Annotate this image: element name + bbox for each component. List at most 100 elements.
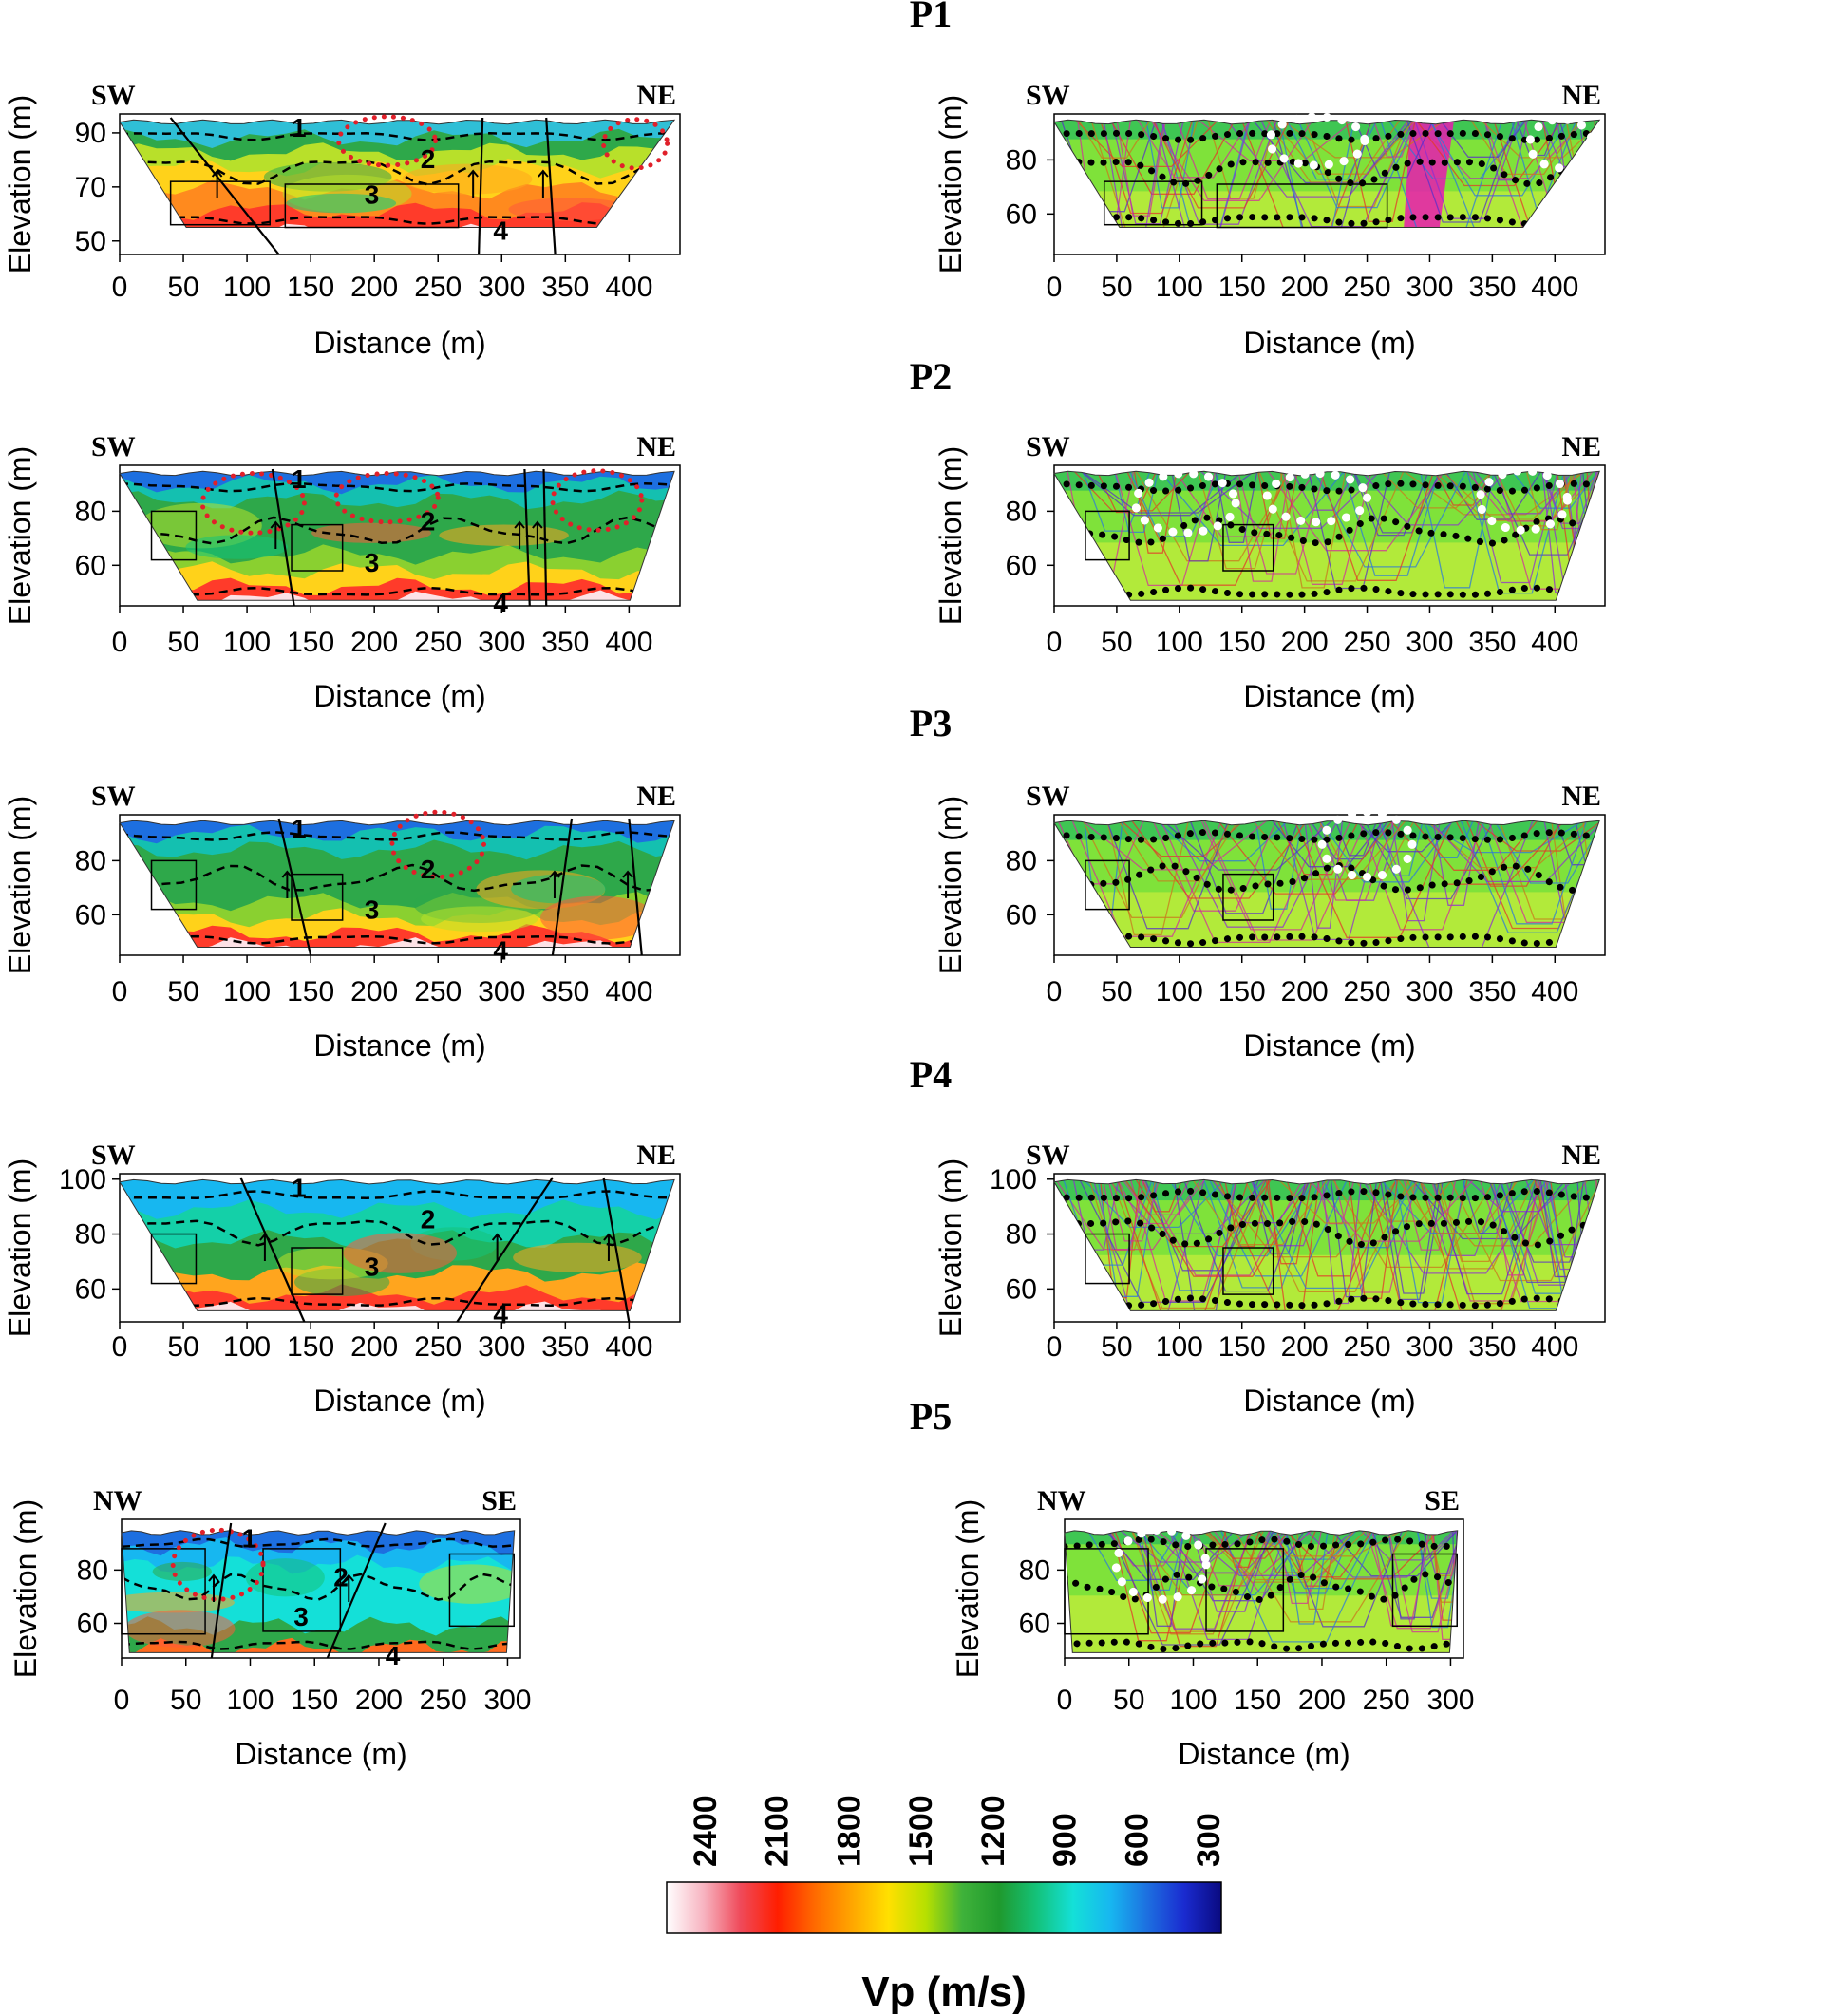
profile-title: P3 [910,702,952,744]
ray-path [1431,1530,1458,1641]
y-tick-label: 50 [75,226,106,257]
x-tick-label: 100 [223,976,271,1008]
velocity-band [120,471,675,495]
x-tick-label: 150 [1218,272,1266,303]
direction-label-left: SW [91,1140,136,1171]
x-tick-label: 400 [605,272,652,303]
x-tick-label: 50 [167,976,198,1008]
annotation-box [1085,1233,1130,1285]
annotation-box [1085,859,1130,911]
fault-arrow [622,870,633,898]
fault-line [628,818,643,956]
y-axis-label: Elevation (m) [3,446,37,626]
layer-boundary [1054,1294,1600,1309]
fault-line [169,117,280,255]
fault-arrow [538,169,549,198]
direction-label-left: SW [1026,431,1070,462]
ray-path [1266,1530,1378,1578]
layer-boundary [120,516,675,545]
ray-path [1128,1530,1268,1632]
colorbar-gradient [666,1881,1222,1934]
velocity-band [122,1530,515,1556]
ray-path [1265,1530,1356,1594]
anomaly-circle [1525,115,1597,173]
x-tick-label: 300 [1406,1331,1453,1363]
ray-path [1224,120,1411,198]
fault-line [271,468,295,607]
layer-boundary [122,1640,515,1650]
fault-line [478,117,484,255]
direction-label-left: NW [93,1485,142,1517]
layer-number: 4 [386,1641,401,1670]
layer-boundaries [1065,1536,1458,1653]
ray-path [1197,471,1285,570]
fault-arrow [514,520,525,549]
layer-number: 1 [242,1524,257,1554]
ray-path [1306,820,1396,901]
ray-path [1306,1179,1477,1242]
ray-path [1120,1179,1207,1215]
annotation-box [448,1553,515,1628]
layer-boundary [1054,158,1600,188]
ray-path [1304,820,1344,929]
panel-p2-right: SW NE 0 50 100 150 200 250 300 350 400 60 80 Distance… [934,431,1606,713]
ray-path [1431,1179,1538,1295]
section-outline [119,820,675,948]
panel-frame [119,814,681,956]
ray-path [1351,471,1430,537]
y-tick-label: 90 [75,118,106,149]
x-tick-label: 50 [1101,1331,1132,1363]
x-tick-label: 100 [1156,272,1203,303]
direction-label-left: SW [1026,1140,1070,1171]
panel-p2-left: 1 2 3 4 SW NE 0 50 100 150 200 250 300 350 400 60 80 Dist… [3,431,681,713]
ray-path [1277,1530,1447,1580]
x-tick-label: 200 [1281,272,1329,303]
colorbar-tick-label: 1200 [975,1795,1011,1867]
ray-path [1251,1179,1415,1290]
x-tick-label: 50 [1113,1685,1144,1716]
layer-boundary [120,831,675,841]
ray-path [1293,820,1454,938]
layer-number: 3 [365,895,380,925]
direction-label-left: SW [91,781,136,812]
annotation-box [262,1548,342,1632]
ray-path [1105,820,1230,930]
layer-boundaries [120,481,675,596]
ray-path [1394,1179,1466,1304]
x-tick-label: 400 [1531,272,1578,303]
ray-path [1278,120,1356,228]
fault-line [523,468,531,607]
fault-arrow [343,1573,355,1602]
x-tick-label: 350 [1468,627,1516,658]
x-tick-label: 300 [478,627,525,658]
panel-p1-right: SW NE 0 50 100 150 200 250 300 350 400 60 80 Distance… [934,80,1606,360]
ray-path [1221,1530,1262,1569]
layer-boundary [1054,514,1600,547]
ray-path [1369,1530,1458,1618]
fault-arrow [467,169,479,198]
direction-label-left: SW [91,80,136,111]
x-tick-label: 250 [414,1331,462,1363]
x-tick-label: 200 [1281,627,1329,658]
velocity-anomaly [124,1610,236,1648]
ray-path [1114,471,1217,587]
direction-label-right: SE [481,1485,517,1517]
ray-path [1133,1530,1255,1630]
anomaly-circle [1262,469,1372,527]
ray-path [1277,120,1449,159]
profile-title: P2 [910,355,952,398]
ray-path [1312,471,1468,568]
profile-title: P4 [910,1053,952,1096]
x-tick-label: 200 [350,1331,398,1363]
layer-boundary [120,1296,675,1308]
section-outline [119,119,676,228]
fault-arrow [532,520,543,549]
x-tick-label: 0 [112,976,128,1008]
anomaly-circle [199,471,307,536]
ray-path [1173,471,1318,537]
layer-number: 4 [493,589,508,618]
ray-path [1413,120,1565,187]
ray-path [1464,471,1595,522]
x-tick-label: 150 [287,272,334,303]
